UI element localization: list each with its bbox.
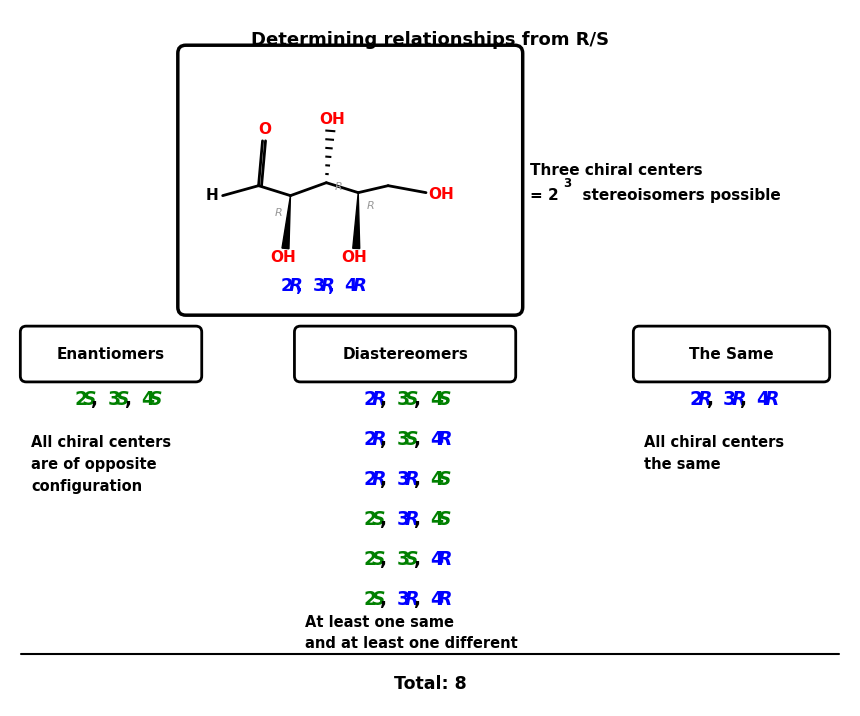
Text: ,: , <box>414 510 427 529</box>
Text: R: R <box>405 510 419 529</box>
Text: 3: 3 <box>723 390 736 410</box>
Text: 4: 4 <box>430 470 443 489</box>
Text: S: S <box>372 510 385 529</box>
Text: 2: 2 <box>363 390 377 410</box>
Text: 2: 2 <box>363 430 377 449</box>
Text: OH: OH <box>319 112 345 127</box>
Text: R: R <box>335 182 342 192</box>
Text: R: R <box>438 430 452 449</box>
Text: R: R <box>366 200 374 211</box>
Text: 2: 2 <box>690 390 703 410</box>
Text: ,: , <box>380 430 394 449</box>
Text: H: H <box>206 188 218 203</box>
Polygon shape <box>282 195 291 248</box>
Text: 4: 4 <box>430 550 443 569</box>
Text: Determining relationships from R/S: Determining relationships from R/S <box>251 32 609 49</box>
Text: R: R <box>321 277 335 295</box>
Text: 4: 4 <box>430 510 443 529</box>
Text: ,: , <box>329 277 341 295</box>
Text: ,: , <box>91 390 105 410</box>
FancyBboxPatch shape <box>633 326 830 382</box>
Text: S: S <box>115 390 129 410</box>
FancyBboxPatch shape <box>178 45 523 315</box>
Text: R: R <box>438 550 452 569</box>
Text: The Same: The Same <box>689 347 774 362</box>
Text: ,: , <box>414 550 427 569</box>
Text: 4: 4 <box>430 430 443 449</box>
Text: S: S <box>405 550 418 569</box>
Text: ,: , <box>414 430 427 449</box>
Text: 2: 2 <box>74 390 87 410</box>
Text: All chiral centers
the same: All chiral centers the same <box>644 435 784 472</box>
Text: ,: , <box>740 390 753 410</box>
Text: ,: , <box>380 510 394 529</box>
Text: = 2: = 2 <box>530 188 558 203</box>
Text: 3: 3 <box>312 277 325 295</box>
Text: S: S <box>372 589 385 609</box>
Text: R: R <box>731 390 746 410</box>
Text: 4: 4 <box>430 390 443 410</box>
Text: OH: OH <box>341 251 367 266</box>
Text: 3: 3 <box>396 430 409 449</box>
Text: ,: , <box>380 470 394 489</box>
Text: ,: , <box>414 589 427 609</box>
Text: ,: , <box>414 470 427 489</box>
Text: 2: 2 <box>280 277 292 295</box>
Polygon shape <box>353 193 359 248</box>
Text: R: R <box>405 589 419 609</box>
Text: ,: , <box>125 390 138 410</box>
Text: 3: 3 <box>108 390 120 410</box>
Text: 3: 3 <box>396 470 409 489</box>
Text: 3: 3 <box>563 177 572 190</box>
Text: 4: 4 <box>345 277 357 295</box>
Text: ,: , <box>380 589 394 609</box>
Text: All chiral centers
are of opposite
configuration: All chiral centers are of opposite confi… <box>31 435 171 494</box>
Text: S: S <box>438 470 452 489</box>
Text: O: O <box>258 122 271 137</box>
Text: 2: 2 <box>363 470 377 489</box>
Text: R: R <box>372 470 386 489</box>
Text: S: S <box>438 510 452 529</box>
Text: R: R <box>372 390 386 410</box>
Text: R: R <box>698 390 712 410</box>
Text: Total: 8: Total: 8 <box>394 674 466 693</box>
Text: 3: 3 <box>396 510 409 529</box>
Text: ,: , <box>380 390 394 410</box>
Text: S: S <box>405 390 418 410</box>
Text: S: S <box>438 390 452 410</box>
Text: Three chiral centers: Three chiral centers <box>530 163 703 178</box>
Text: 2: 2 <box>363 589 377 609</box>
Text: 4: 4 <box>141 390 154 410</box>
Text: R: R <box>288 277 302 295</box>
Text: ,: , <box>707 390 721 410</box>
Text: S: S <box>83 390 96 410</box>
FancyBboxPatch shape <box>294 326 516 382</box>
Text: S: S <box>372 550 385 569</box>
Text: Enantiomers: Enantiomers <box>57 347 165 362</box>
Text: 3: 3 <box>396 390 409 410</box>
Text: R: R <box>765 390 779 410</box>
Text: R: R <box>405 470 419 489</box>
Text: R: R <box>438 589 452 609</box>
Text: OH: OH <box>271 251 297 266</box>
Text: OH: OH <box>428 187 454 202</box>
Text: ,: , <box>296 277 310 295</box>
Text: S: S <box>149 390 163 410</box>
Text: 3: 3 <box>396 589 409 609</box>
Text: R: R <box>274 208 282 218</box>
Text: ,: , <box>380 550 394 569</box>
Text: ,: , <box>414 390 427 410</box>
Text: 4: 4 <box>756 390 769 410</box>
Text: 4: 4 <box>430 589 443 609</box>
Text: R: R <box>372 430 386 449</box>
Text: At least one same
and at least one different: At least one same and at least one diffe… <box>305 615 519 651</box>
Text: stereoisomers possible: stereoisomers possible <box>572 188 780 203</box>
Text: 2: 2 <box>363 550 377 569</box>
Text: 3: 3 <box>396 550 409 569</box>
FancyBboxPatch shape <box>21 326 202 382</box>
Text: 2: 2 <box>363 510 377 529</box>
Text: S: S <box>405 430 418 449</box>
Text: R: R <box>353 277 366 295</box>
Text: Diastereomers: Diastereomers <box>342 347 468 362</box>
